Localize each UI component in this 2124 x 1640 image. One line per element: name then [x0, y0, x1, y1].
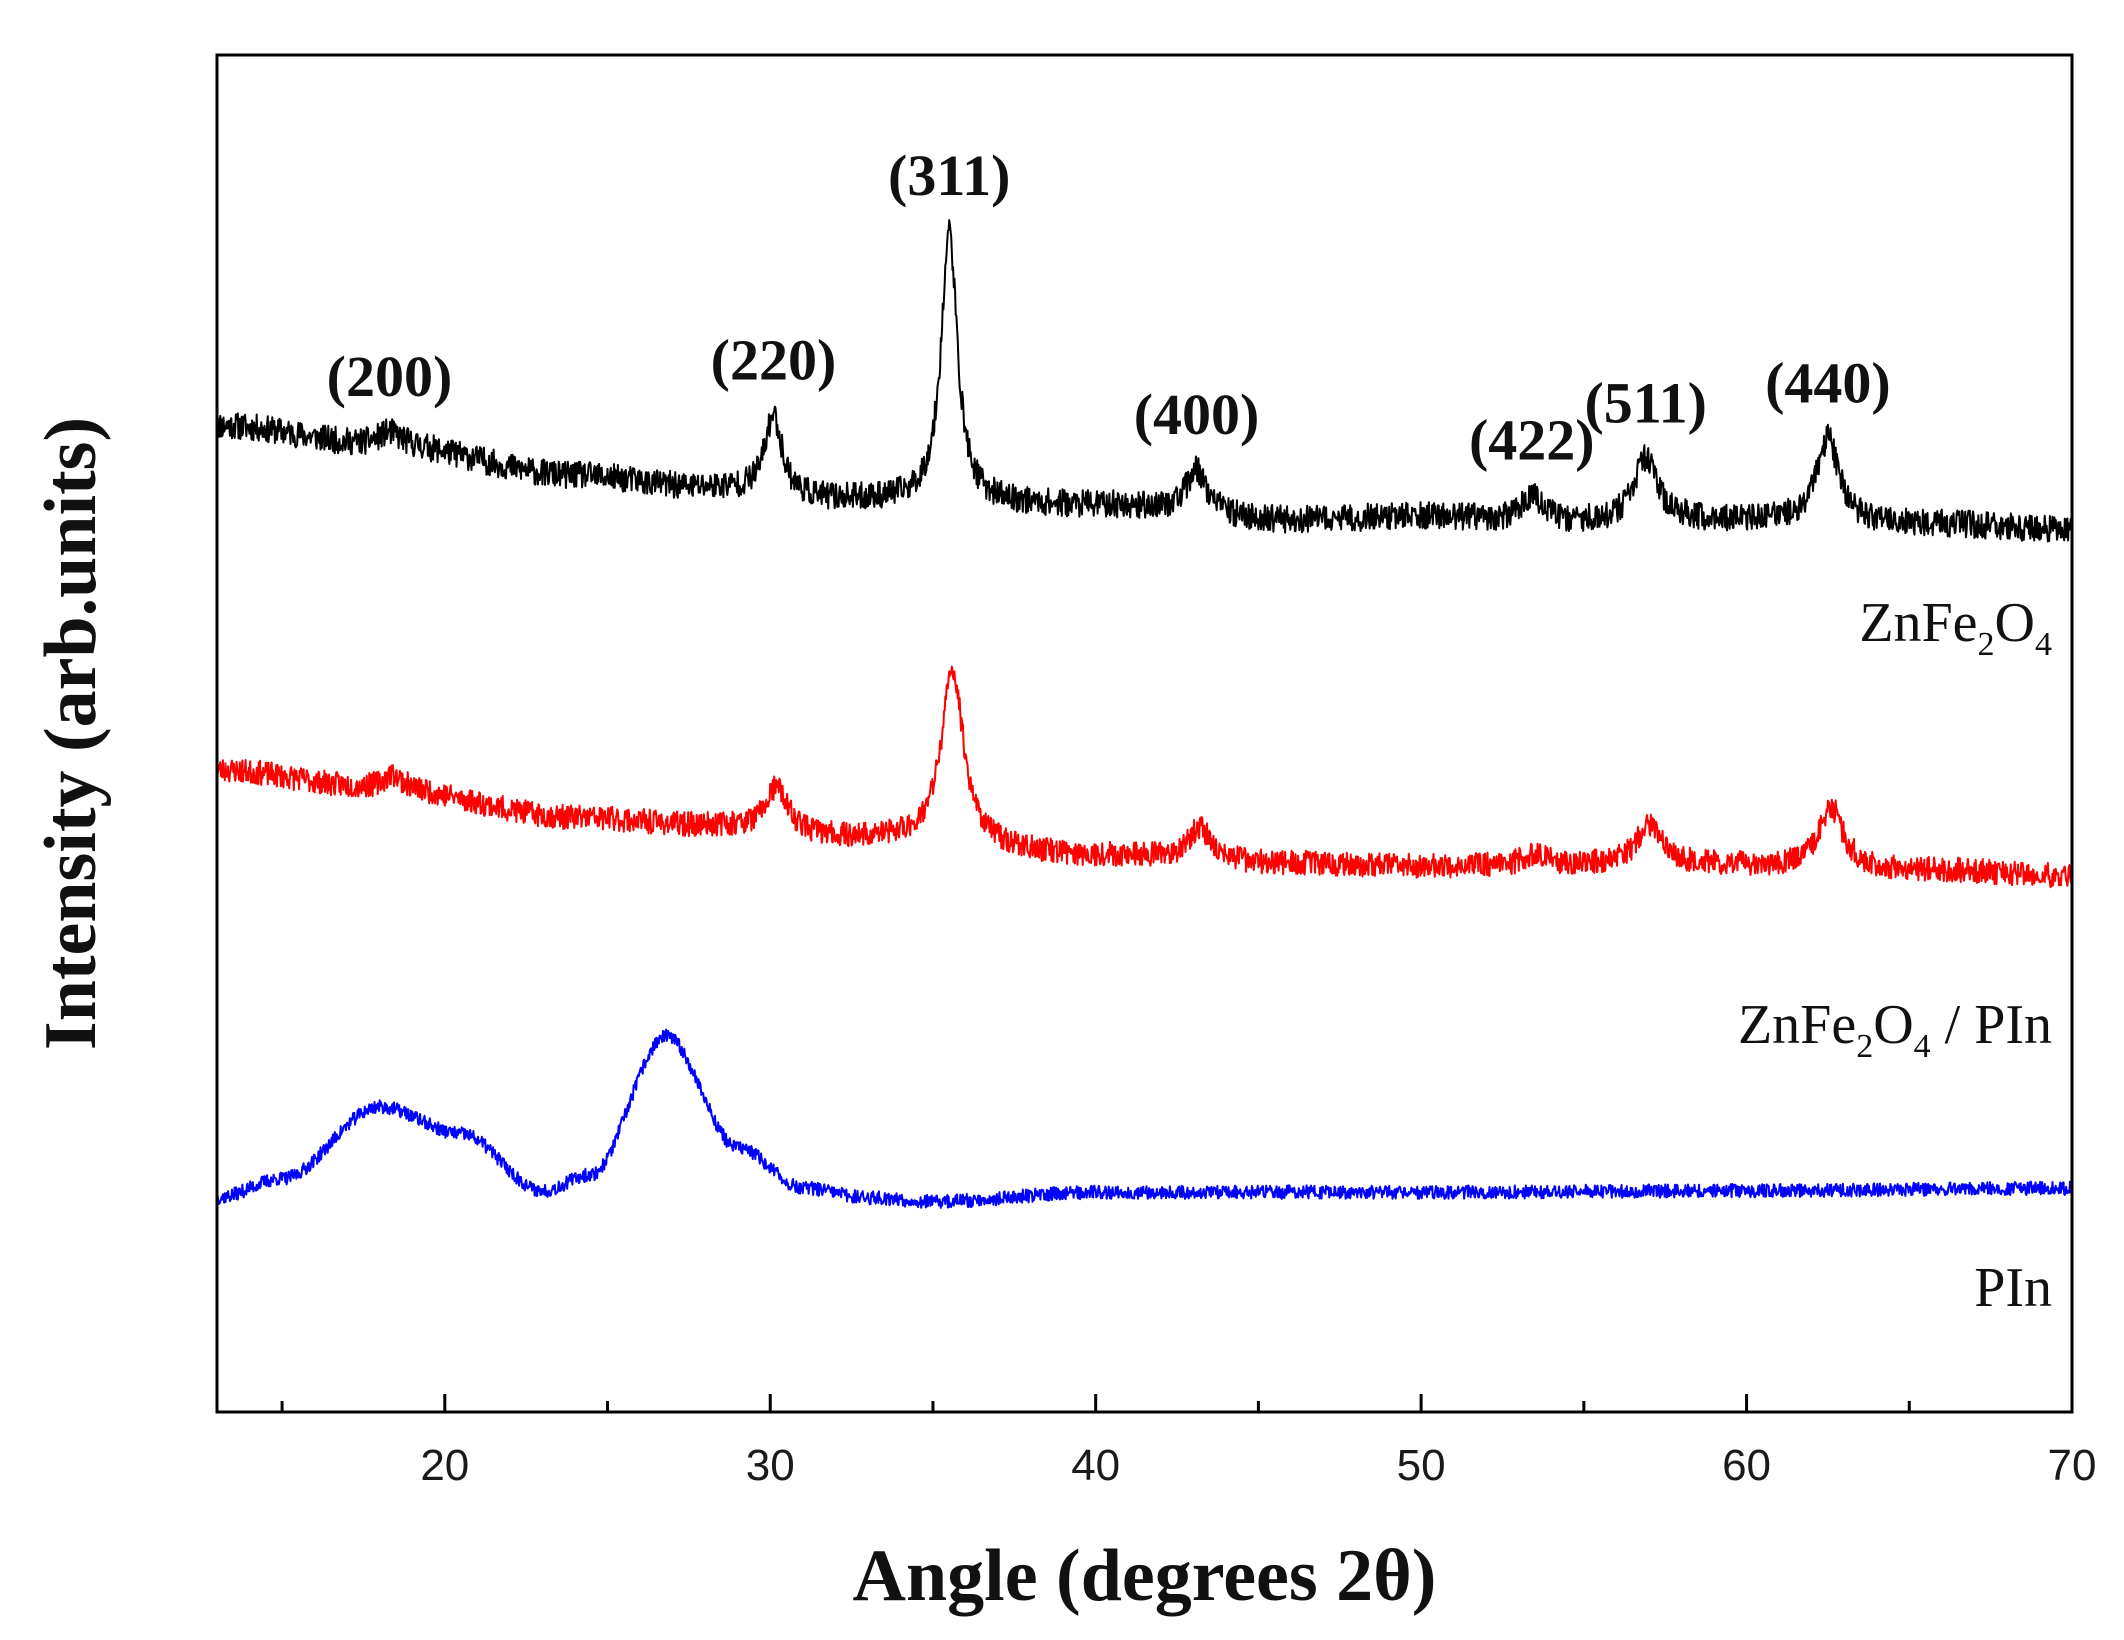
series-label-2: ZnFe2O4 / PIn	[1738, 994, 2052, 1065]
x-tick-label: 20	[420, 1441, 469, 1490]
series-label-text: / PIn	[1931, 994, 2052, 1056]
series-line-2	[216, 665, 2073, 889]
series-line-1	[216, 219, 2073, 543]
x-tick-label: 60	[1722, 1441, 1771, 1490]
peak-label: (440)	[1765, 351, 1891, 416]
peak-label: (422)	[1469, 408, 1595, 473]
peak-label: (200)	[327, 344, 453, 409]
peak-label: (400)	[1134, 382, 1260, 447]
series-label-subscript: 2	[1978, 626, 1995, 663]
series-label-1: ZnFe2O4	[1859, 592, 2052, 663]
series-label-text: O	[1873, 994, 1913, 1056]
series-line-3	[216, 1028, 2073, 1209]
peak-label: (220)	[711, 328, 837, 393]
x-tick-label: 70	[2048, 1441, 2097, 1490]
series-label-text: ZnFe	[1859, 592, 1977, 654]
peak-label: (511)	[1584, 371, 1706, 436]
series-label-text: ZnFe	[1738, 994, 1856, 1056]
series-label-subscript: 4	[2035, 626, 2052, 663]
x-tick-label: 30	[746, 1441, 795, 1490]
series-label-subscript: 4	[1914, 1028, 1931, 1065]
series-label-subscript: 2	[1856, 1028, 1873, 1065]
series-label-text: PIn	[1974, 1257, 2052, 1319]
y-axis-title: Intensity (arb.units)	[30, 417, 112, 1050]
peak-label: (311)	[888, 143, 1010, 208]
plot-frame	[215, 53, 2074, 1414]
peak-annotations: (200) (220) (311) (400) (422)(511) (440)	[327, 143, 1891, 473]
series-label-3: PIn	[1974, 1257, 2052, 1319]
series-curves	[216, 219, 2073, 1209]
x-tick-label: 40	[1071, 1441, 1120, 1490]
x-tick-label: 50	[1397, 1441, 1446, 1490]
x-axis-title: Angle (degrees 2θ)	[853, 1535, 1437, 1617]
series-label-text: O	[1995, 592, 2035, 654]
x-axis-ticks: 20 30 40 50 60 70	[280, 1394, 2097, 1490]
